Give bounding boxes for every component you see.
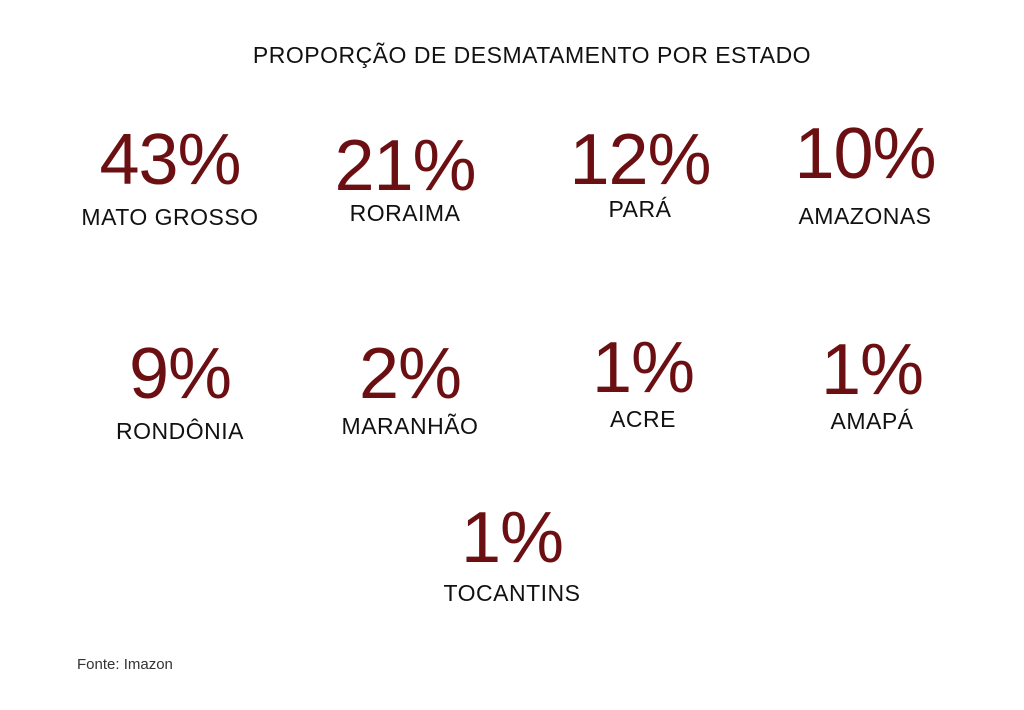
stat-label: RONDÔNIA bbox=[116, 418, 244, 444]
source-note: Fonte: Imazon bbox=[77, 656, 173, 673]
stat-value: 10% bbox=[794, 114, 936, 194]
stat-roraima: 21% RORAIMA bbox=[275, 130, 535, 227]
stat-value: 1% bbox=[591, 328, 695, 408]
stat-value: 43% bbox=[99, 120, 241, 200]
stat-value: 1% bbox=[460, 498, 564, 578]
stat-value: 12% bbox=[569, 120, 711, 200]
stat-value: 9% bbox=[128, 334, 232, 414]
stat-value: 1% bbox=[820, 330, 924, 410]
stat-label: RORAIMA bbox=[349, 200, 461, 226]
stat-label: AMAZONAS bbox=[798, 203, 932, 229]
stat-label: TOCANTINS bbox=[443, 580, 581, 606]
stat-amapa: 1% AMAPÁ bbox=[742, 334, 1002, 435]
stat-maranhao: 2% MARANHÃO bbox=[280, 338, 540, 440]
stat-tocantins: 1% TOCANTINS bbox=[382, 502, 642, 607]
stat-label: ACRE bbox=[610, 406, 676, 432]
stat-label: MARANHÃO bbox=[341, 413, 479, 439]
stat-label: PARÁ bbox=[608, 196, 672, 222]
stat-para: 12% PARÁ bbox=[510, 124, 770, 223]
stat-rondonia: 9% RONDÔNIA bbox=[50, 338, 310, 445]
chart-title: PROPORÇÃO DE DESMATAMENTO POR ESTADO bbox=[252, 42, 812, 68]
stat-value: 2% bbox=[358, 334, 462, 414]
stat-value: 21% bbox=[334, 126, 476, 206]
stat-label: AMAPÁ bbox=[830, 408, 914, 434]
stat-acre: 1% ACRE bbox=[513, 332, 773, 433]
stat-amazonas: 10% AMAZONAS bbox=[735, 118, 995, 230]
stat-label: MATO GROSSO bbox=[81, 204, 259, 230]
stat-mato-grosso: 43% MATO GROSSO bbox=[40, 124, 300, 231]
